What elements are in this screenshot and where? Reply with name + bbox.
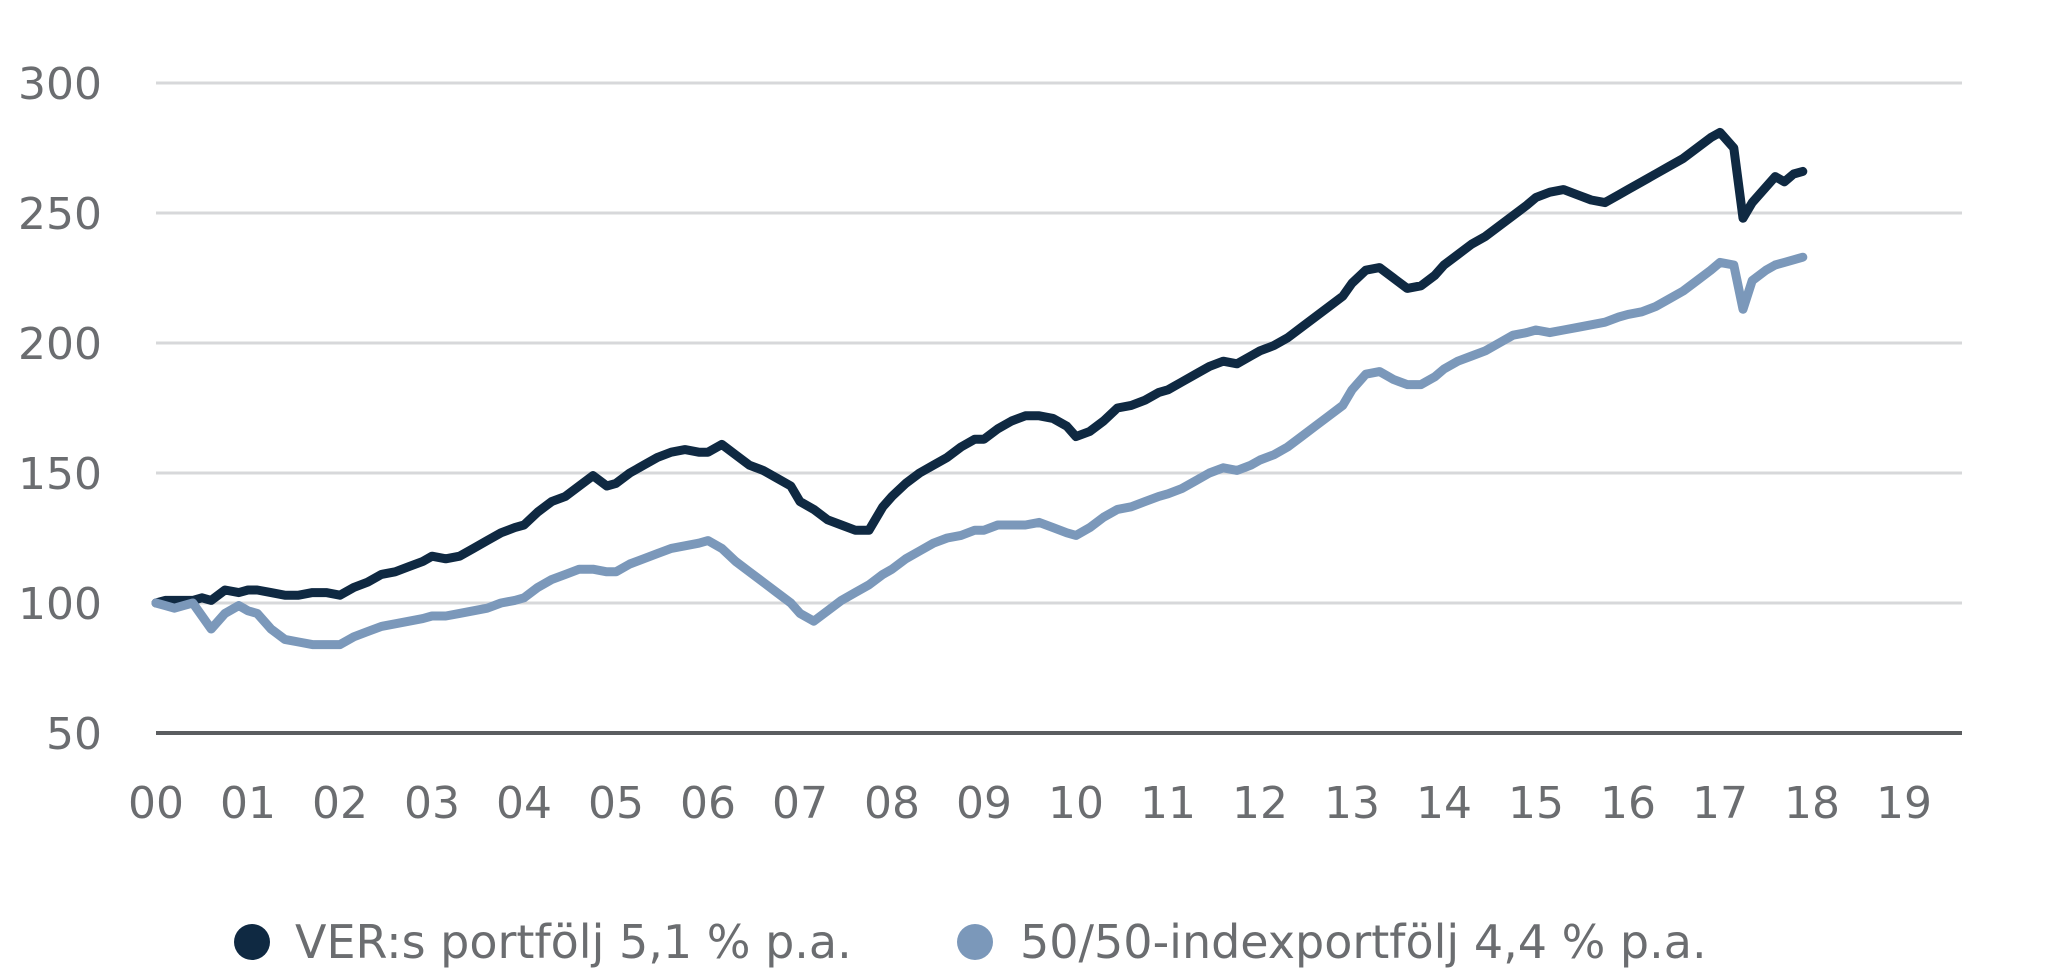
axes: 50 100 150 200 250 300 00 01 02 03 04 05 06 07 08 09 10 1…	[18, 59, 1962, 829]
x-tick-05: 05	[588, 778, 644, 829]
x-tick-09: 09	[956, 778, 1012, 829]
x-tick-07: 07	[772, 778, 828, 829]
x-tick-00: 00	[128, 778, 184, 829]
x-tick-02: 02	[312, 778, 368, 829]
legend-item-ver-portfolio-label: VER:s portfölj 5,1 % p.a.	[295, 915, 852, 969]
y-tick-50: 50	[46, 709, 102, 760]
legend-item-index-portfolio-marker	[957, 924, 993, 960]
x-tick-06: 06	[680, 778, 736, 829]
y-tick-250: 250	[18, 189, 102, 240]
x-tick-03: 03	[404, 778, 460, 829]
x-tick-10: 10	[1048, 778, 1104, 829]
x-tick-14: 14	[1416, 778, 1472, 829]
y-tick-200: 200	[18, 319, 102, 370]
legend-item-index-portfolio-label: 50/50-indexportfölj 4,4 % p.a.	[1020, 915, 1707, 969]
grid-lines	[156, 81, 1962, 605]
y-tick-300: 300	[18, 59, 102, 110]
x-tick-17: 17	[1692, 778, 1748, 829]
x-tick-11: 11	[1140, 778, 1196, 829]
x-tick-04: 04	[496, 778, 552, 829]
x-tick-19: 19	[1876, 778, 1932, 829]
x-tick-08: 08	[864, 778, 920, 829]
series-lines	[151, 127, 1808, 650]
x-tick-12: 12	[1232, 778, 1288, 829]
x-tick-16: 16	[1600, 778, 1656, 829]
series-line-2	[151, 252, 1808, 650]
y-tick-100: 100	[18, 579, 102, 630]
y-tick-150: 150	[18, 449, 102, 500]
legend-item-ver-portfolio-marker	[234, 924, 270, 960]
x-tick-13: 13	[1324, 778, 1380, 829]
x-tick-18: 18	[1784, 778, 1840, 829]
x-tick-01: 01	[220, 778, 276, 829]
x-tick-15: 15	[1508, 778, 1564, 829]
series-line-1	[151, 127, 1808, 608]
legend: VER:s portfölj 5,1 % p.a. 50/50-indexport…	[234, 915, 1707, 969]
